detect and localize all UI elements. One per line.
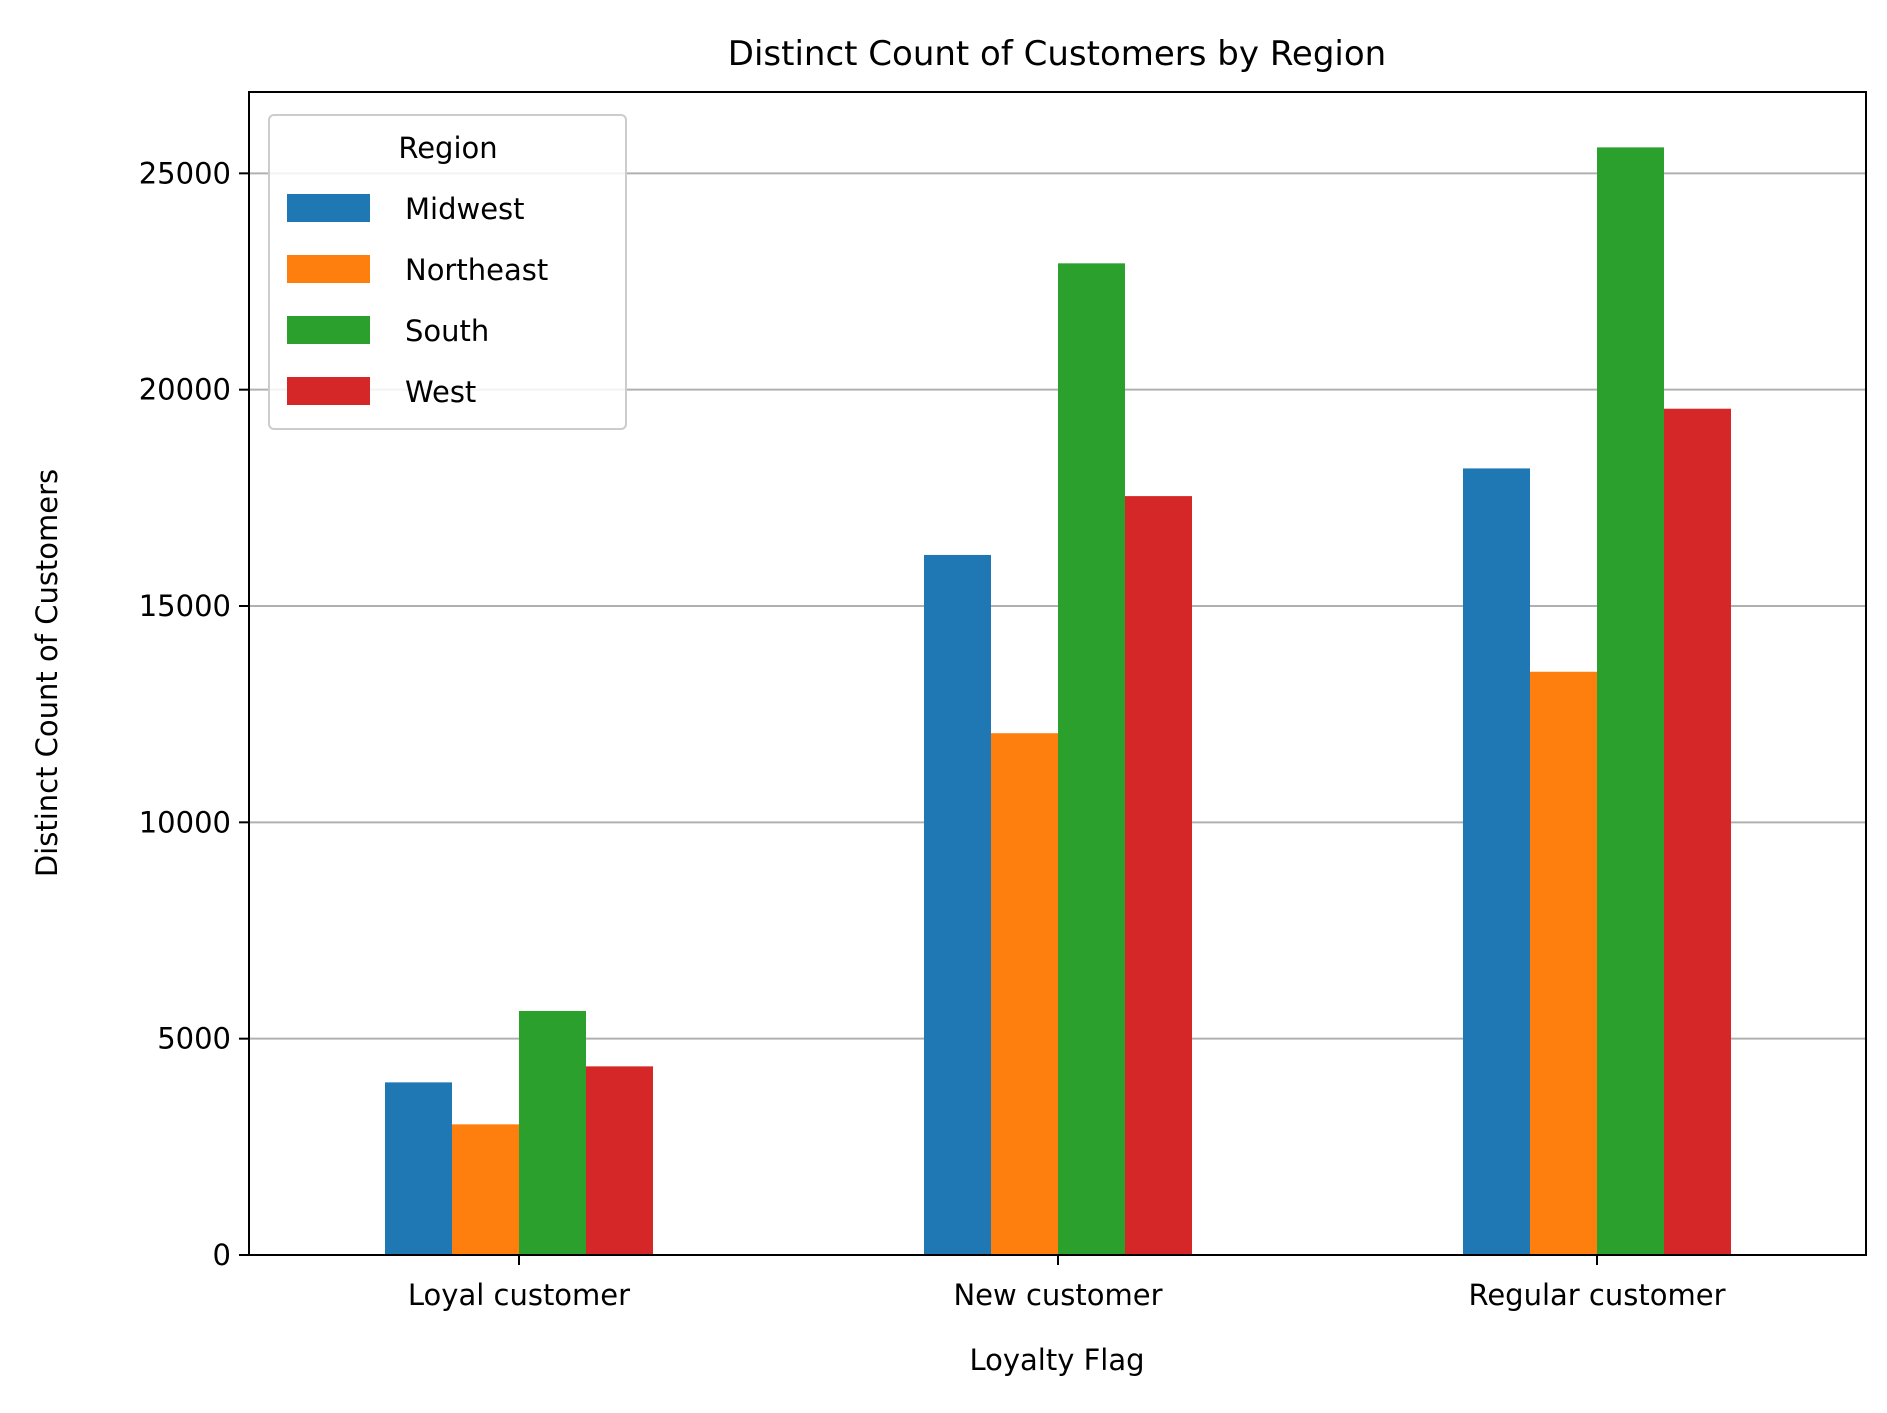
x-axis-ticks: Loyal customer New customer Regular custom… — [408, 1255, 1726, 1312]
bar-west-0 — [586, 1066, 653, 1255]
bar-midwest-1 — [924, 554, 991, 1255]
y-tick-label: 15000 — [139, 589, 231, 623]
bar-northeast-1 — [991, 733, 1058, 1255]
legend-label-northeast: Northeast — [405, 253, 548, 287]
legend-label-midwest: Midwest — [405, 192, 525, 226]
y-tick-label: 10000 — [139, 805, 231, 839]
bar-south-2 — [1597, 147, 1664, 1255]
legend-frame — [268, 114, 627, 430]
bar-south-0 — [519, 1010, 586, 1255]
bar-west-1 — [1125, 496, 1192, 1255]
bar-northeast-0 — [452, 1124, 519, 1255]
legend-items: Midwest Northeast South West — [287, 192, 548, 409]
legend-swatch-midwest — [287, 194, 370, 222]
bar-south-1 — [1058, 263, 1125, 1255]
legend-swatch-west — [287, 377, 370, 405]
y-tick-label: 20000 — [139, 373, 231, 407]
bar-midwest-0 — [385, 1082, 452, 1255]
y-tick-label: 0 — [213, 1238, 231, 1272]
x-tick-label: New customer — [953, 1278, 1162, 1312]
legend-label-south: South — [405, 314, 489, 348]
x-tick-label: Regular customer — [1468, 1278, 1725, 1312]
y-axis-ticks: 0 5000 10000 15000 20000 25000 — [139, 156, 249, 1272]
legend-swatch-south — [287, 316, 370, 344]
bar-west-2 — [1664, 408, 1731, 1255]
bar-northeast-2 — [1530, 671, 1597, 1255]
chart-title: Distinct Count of Customers by Region — [728, 34, 1386, 74]
bar-midwest-2 — [1463, 468, 1530, 1255]
y-axis-label: Distinct Count of Customers — [30, 469, 64, 877]
legend-label-west: West — [405, 375, 476, 409]
legend-title: Region — [398, 131, 497, 165]
legend: Region Midwest Northeast South West — [268, 114, 627, 430]
x-axis-label: Loyalty Flag — [969, 1343, 1144, 1377]
bars — [385, 147, 1731, 1255]
y-tick-label: 25000 — [139, 156, 231, 190]
legend-swatch-northeast — [287, 255, 370, 283]
x-tick-label: Loyal customer — [408, 1278, 630, 1312]
y-tick-label: 5000 — [157, 1022, 231, 1056]
